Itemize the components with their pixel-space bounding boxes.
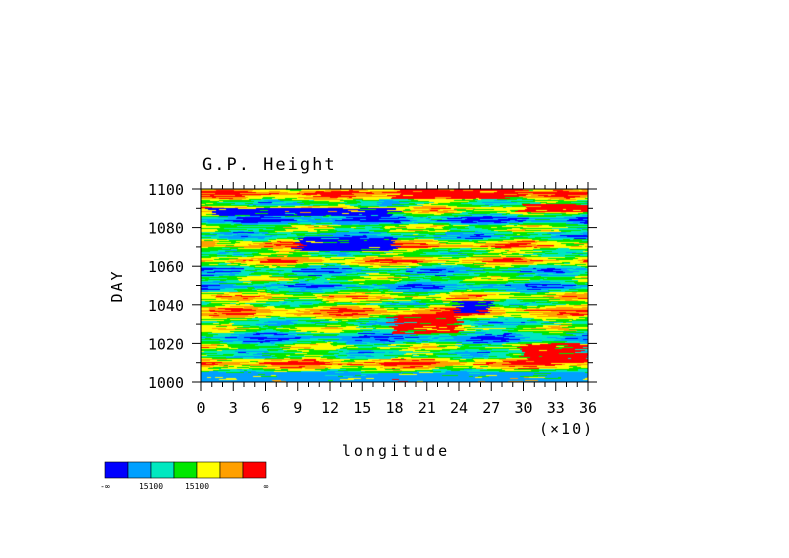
y-tick-label: 1020 — [148, 335, 184, 353]
x-tick-label: 15 — [353, 399, 371, 417]
chart-title: G.P. Height — [202, 155, 337, 175]
x-tick-label: 0 — [196, 399, 205, 417]
y-tick-label: 1060 — [148, 258, 184, 276]
x-scale-label: (×10) — [539, 420, 594, 438]
y-axis: 1000 1020 1040 1060 1080 1100 — [148, 181, 597, 392]
x-tick-label: 24 — [450, 399, 468, 417]
x-tick-label: 12 — [321, 399, 339, 417]
x-tick-label: 27 — [482, 399, 500, 417]
x-tick-label: 33 — [547, 399, 565, 417]
colorbar-swatch — [242, 461, 267, 479]
colorbar-swatch — [173, 461, 198, 479]
x-tick-label: 36 — [579, 399, 597, 417]
x-axis: 0 3 6 9 12 15 18 21 24 27 30 33 36 — [196, 182, 597, 417]
colorbar-swatch — [150, 461, 175, 479]
colorbar-swatch — [104, 461, 129, 479]
colorbar: -∞ 15100 15100 ∞ — [100, 461, 269, 491]
x-tick-label: 21 — [418, 399, 436, 417]
colorbar-label: -∞ — [100, 482, 110, 491]
colorbar-swatch — [127, 461, 152, 479]
colorbar-swatch — [196, 461, 221, 479]
y-tick-label: 1100 — [148, 181, 184, 199]
heatmap-image — [201, 189, 588, 382]
colorbar-swatch — [219, 461, 244, 479]
x-tick-label: 3 — [229, 399, 238, 417]
colorbar-label: 15100 — [139, 482, 163, 491]
heatmap-field — [201, 189, 588, 382]
x-axis-label: longitude — [342, 442, 450, 460]
colorbar-label: ∞ — [264, 482, 269, 491]
x-tick-label: 18 — [385, 399, 403, 417]
x-tick-label: 6 — [261, 399, 270, 417]
colorbar-label: 15100 — [185, 482, 209, 491]
y-tick-label: 1040 — [148, 297, 184, 315]
x-tick-label: 9 — [293, 399, 302, 417]
y-axis-label: DAY — [108, 269, 126, 302]
x-tick-label: 30 — [514, 399, 532, 417]
y-tick-label: 1000 — [148, 374, 184, 392]
y-tick-label: 1080 — [148, 220, 184, 238]
